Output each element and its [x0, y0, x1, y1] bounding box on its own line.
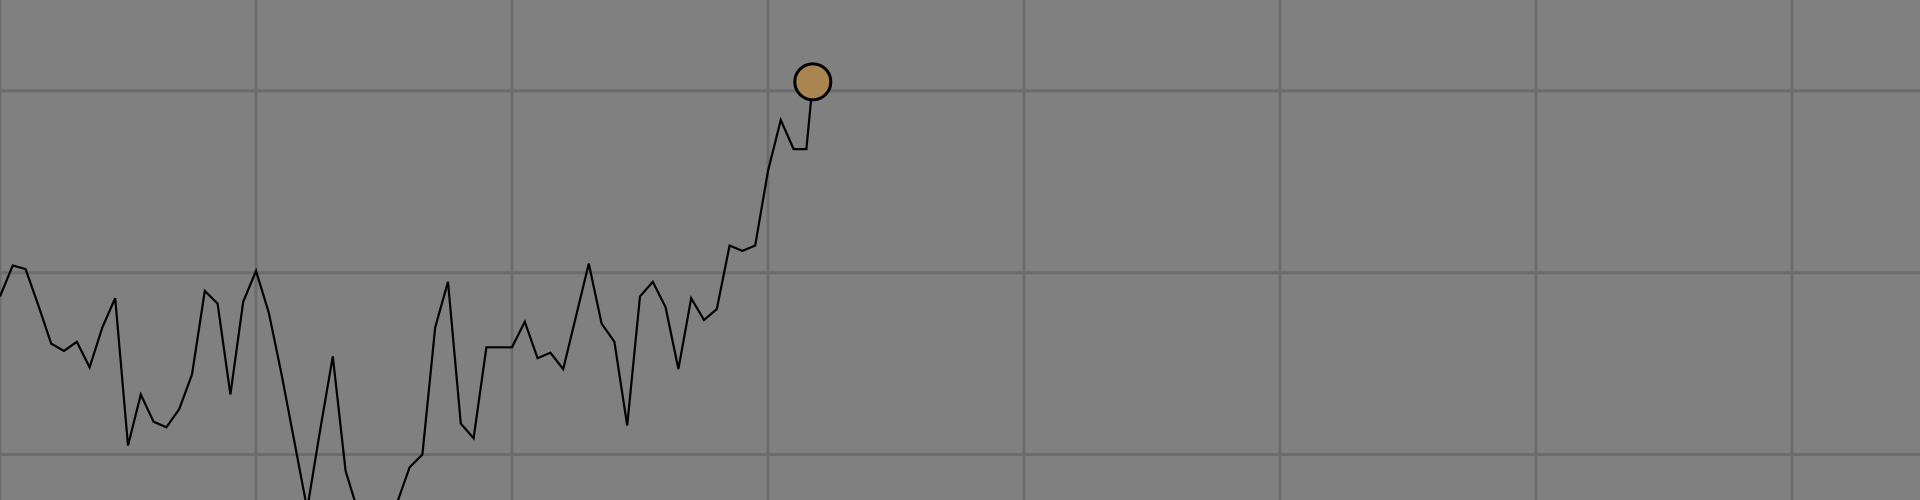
series-line: [0, 81, 814, 500]
endpoint-marker-layer: [793, 62, 833, 102]
horizontal-gridlines: [0, 89, 1920, 457]
vertical-gridlines: [0, 0, 1794, 500]
series-layer: [0, 81, 814, 500]
endpoint-marker: [793, 62, 833, 102]
